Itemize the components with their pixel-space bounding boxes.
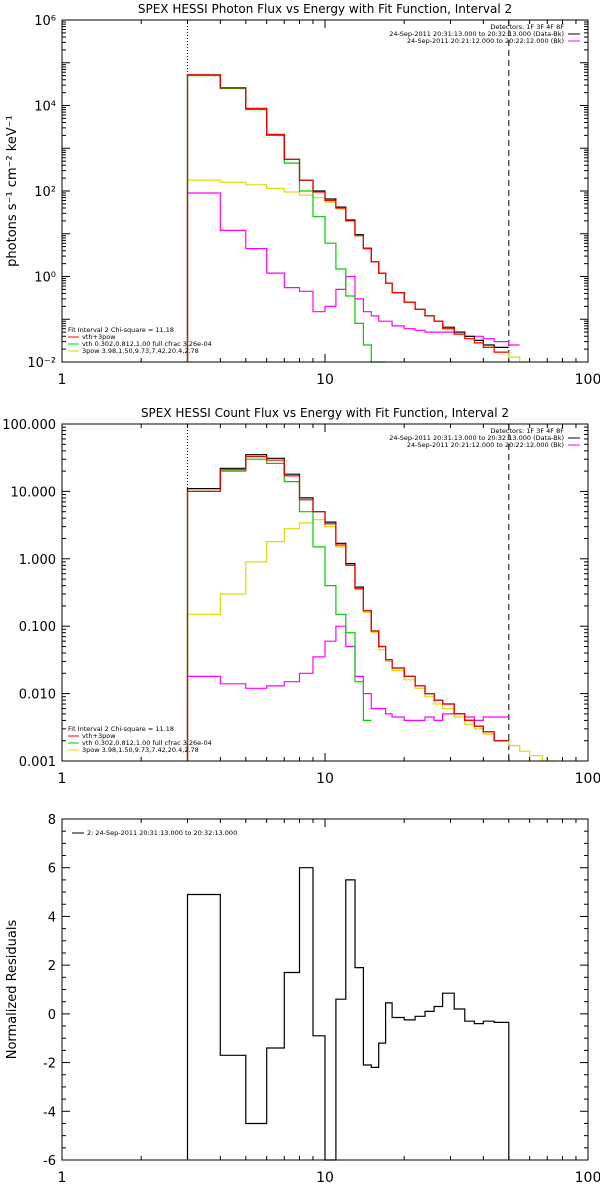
x-tick-label: 10 bbox=[316, 1170, 334, 1186]
x-tick-label: 100 bbox=[575, 1170, 600, 1186]
chart-panel-3: Normalized Residuals 1 10 100 -6 -4 -2 0 2 4 6 8 2: … bbox=[5, 813, 600, 1186]
legend-entry: 24-Sep-2011 20:21:12.000 to 20:22:12.000… bbox=[407, 37, 564, 45]
series-line-3 bbox=[186, 75, 386, 363]
legend-entry: Fit Interval 2 Chi-square = 11.18 bbox=[68, 326, 174, 334]
legend-entry: vth 0.302,0.812,1.00 full cfrac 3.26e-04 bbox=[82, 739, 212, 747]
y-tick-label: 10² bbox=[34, 185, 56, 200]
legend-entry: vth+3pow bbox=[82, 732, 116, 740]
x-tick-label: 100 bbox=[575, 372, 600, 388]
chart-panel-2: SPEX HESSI Count Flux vs Energy with Fit… bbox=[2, 406, 600, 787]
y-axis-label: Normalized Residuals bbox=[5, 920, 20, 1060]
legend-entry: 24-Sep-2011 20:21:12.000 to 20:22:12.000… bbox=[407, 441, 564, 449]
y-axis-ticks bbox=[62, 426, 588, 762]
chart-title: SPEX HESSI Count Flux vs Energy with Fit… bbox=[141, 406, 509, 420]
y-tick-label: -2 bbox=[43, 1057, 56, 1072]
legend-entry: vth 0.302,0.812,1.00 full cfrac 3.26e-04 bbox=[82, 340, 212, 348]
legend-entry: 2: 24-Sep-2011 20:31:13.000 to 20:32:13.… bbox=[87, 829, 237, 837]
legend-entry: Detectors: 1F 3F 4F 8F bbox=[490, 427, 564, 435]
chart-panel-1: SPEX HESSI Photon Flux vs Energy with Fi… bbox=[5, 2, 600, 388]
y-tick-label: 10⁶ bbox=[34, 14, 56, 29]
y-axis-label: photons s⁻¹ cm⁻² keV⁻¹ bbox=[5, 115, 20, 267]
series-line-4 bbox=[186, 454, 509, 761]
x-tick-label: 10 bbox=[316, 771, 334, 787]
x-tick-label: 100 bbox=[575, 771, 600, 787]
legend-entry: 24-Sep-2011 20:31:13.000 to 20:32:13.000… bbox=[389, 434, 564, 442]
y-tick-label: 2 bbox=[48, 959, 56, 974]
y-tick-label: 10.000 bbox=[11, 485, 57, 500]
x-tick-label: 1 bbox=[58, 372, 67, 388]
series-line-5 bbox=[186, 455, 509, 761]
legend-entry: Detectors: 1F 3F 4F 8F bbox=[490, 23, 564, 31]
series-line-3 bbox=[186, 458, 372, 761]
series-line-4 bbox=[186, 74, 509, 362]
y-tick-label: -6 bbox=[43, 1154, 56, 1169]
y-tick-label: 10⁰ bbox=[34, 271, 56, 286]
plot-frame bbox=[61, 423, 589, 762]
series-line-1 bbox=[186, 867, 510, 1161]
series-line-5 bbox=[186, 74, 509, 362]
y-tick-label: 6 bbox=[48, 862, 56, 877]
y-tick-label: 100.000 bbox=[2, 418, 56, 433]
legend-entry: 24-Sep-2011 20:31:13.000 to 20:32:13.000… bbox=[389, 30, 564, 38]
y-tick-label: 8 bbox=[48, 813, 56, 828]
x-tick-label: 10 bbox=[316, 372, 334, 388]
y-tick-label: 4 bbox=[48, 910, 56, 925]
y-tick-label: -4 bbox=[43, 1105, 56, 1120]
plot-frame bbox=[61, 818, 589, 1161]
plot-frame bbox=[61, 19, 589, 363]
legend-entry: 3pow 3.98,1.50,9.73,7.42,20.4,2.78 bbox=[82, 746, 199, 754]
y-tick-label: 0.001 bbox=[19, 755, 56, 770]
series-line-2 bbox=[186, 519, 556, 762]
y-tick-label: 0.100 bbox=[19, 620, 56, 635]
series-line-1 bbox=[186, 625, 509, 761]
y-tick-label: 0 bbox=[48, 1008, 56, 1023]
y-tick-label: 1.000 bbox=[19, 553, 56, 568]
x-tick-label: 1 bbox=[58, 1170, 67, 1186]
legend-entry: 3pow 3.98,1.50,9.73,7.42,20.4,2.78 bbox=[82, 347, 199, 355]
x-tick-label: 1 bbox=[58, 771, 67, 787]
series-line-2 bbox=[186, 179, 530, 363]
y-tick-label: 10⁴ bbox=[34, 100, 56, 115]
legend-entry: vth+3pow bbox=[82, 333, 116, 341]
y-tick-label: 10⁻² bbox=[27, 356, 56, 371]
legend-entry: Fit Interval 2 Chi-square = 11.18 bbox=[68, 725, 174, 733]
chart-title: SPEX HESSI Photon Flux vs Energy with Fi… bbox=[138, 2, 512, 16]
y-tick-label: 0.010 bbox=[19, 688, 56, 703]
